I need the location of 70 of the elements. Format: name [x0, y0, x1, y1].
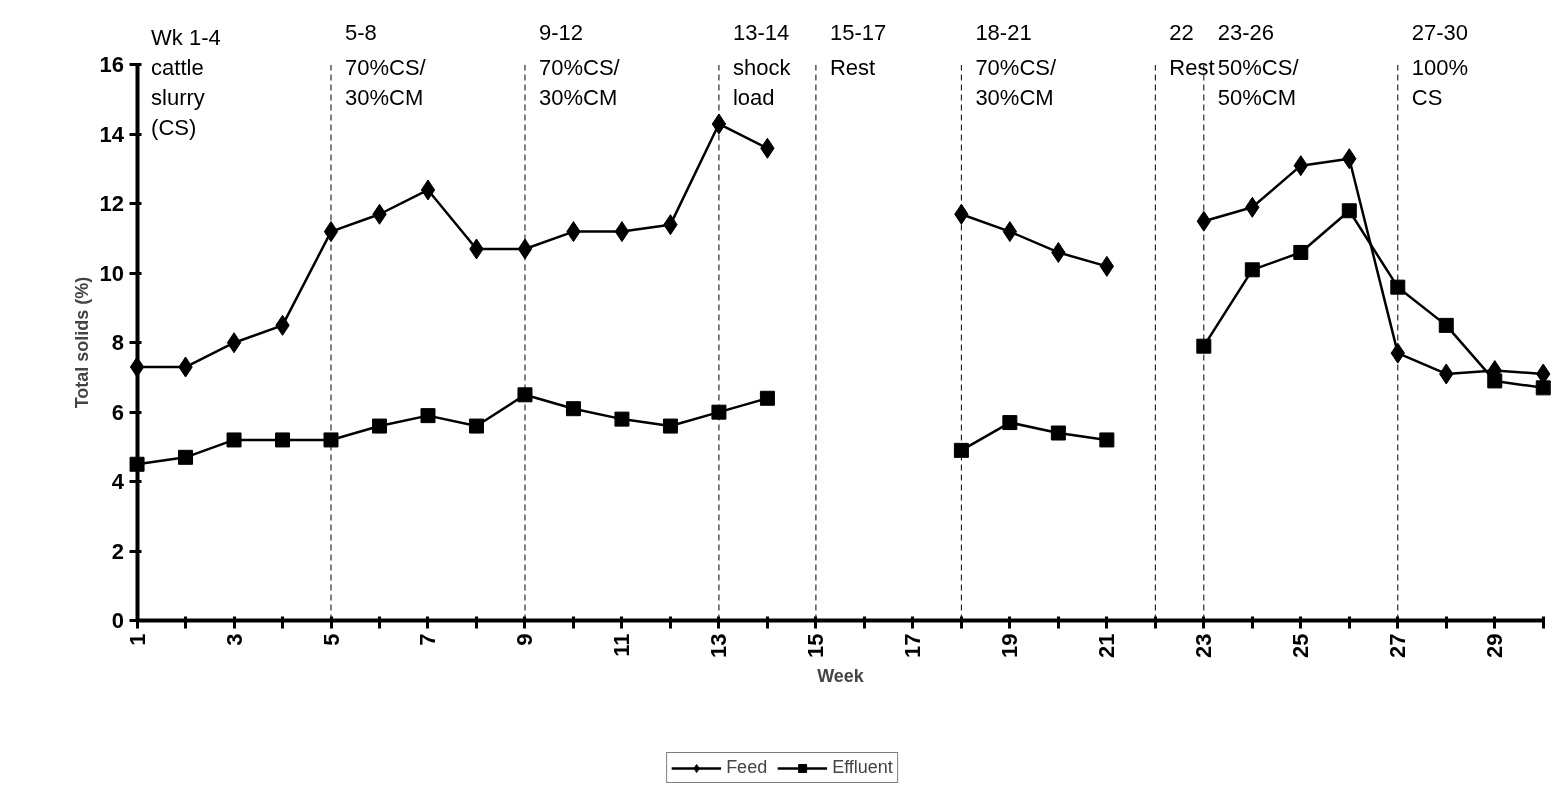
annotation: 18-21 70%CS/ 30%CM — [975, 19, 1057, 110]
point — [468, 418, 484, 434]
x-tick-label: 15 — [803, 633, 829, 658]
y-tick-label: 4 — [111, 469, 125, 495]
point — [1535, 380, 1551, 396]
x-axis-title: Week — [817, 665, 865, 686]
x-tick-label: 23 — [1191, 633, 1217, 658]
x-tick-label: 27 — [1385, 633, 1411, 658]
annotation: 27-30 100% CS — [1411, 19, 1469, 110]
point — [711, 113, 727, 135]
point — [1487, 373, 1503, 389]
y-tick-label: 10 — [99, 260, 125, 286]
legend-label: Feed — [726, 757, 768, 778]
point — [1293, 244, 1309, 260]
y-tick-label: 2 — [111, 538, 125, 564]
x-tick-label: 7 — [415, 633, 441, 646]
x-tick-label: 21 — [1094, 633, 1120, 658]
x-tick-label: 29 — [1482, 633, 1508, 658]
point — [614, 221, 630, 243]
y-tick-label: 16 — [99, 52, 125, 78]
point — [953, 442, 969, 458]
x-tick-label: 13 — [706, 633, 732, 658]
x-tick-label: 25 — [1288, 633, 1314, 658]
annotation: 22 Rest — [1169, 19, 1215, 80]
point — [372, 418, 387, 434]
point — [275, 432, 291, 448]
point — [1099, 255, 1115, 277]
legend-label: Effluent — [832, 757, 893, 778]
x-tick-label: 9 — [512, 633, 538, 646]
point — [614, 411, 630, 427]
point — [1390, 279, 1406, 295]
point — [1341, 203, 1357, 219]
y-tick-label: 8 — [111, 330, 125, 356]
point — [711, 404, 727, 420]
annotation: Wk 1-4 cattle slurry (CS) — [151, 24, 221, 140]
point — [1002, 415, 1018, 431]
y-tick-label: 0 — [111, 608, 125, 633]
point — [759, 390, 775, 406]
y-axis-title: Total solids (%) — [72, 276, 93, 409]
annotation: 15-17 Rest — [829, 19, 887, 80]
point — [420, 408, 436, 424]
x-tick-label: 5 — [318, 633, 344, 646]
point — [226, 432, 242, 448]
x-tick-label: 19 — [997, 633, 1023, 658]
point — [662, 418, 678, 434]
point — [1002, 221, 1018, 243]
point — [1244, 262, 1260, 278]
y-tick-label: 12 — [99, 191, 125, 217]
point — [178, 449, 194, 465]
point — [517, 238, 533, 260]
point — [1438, 317, 1454, 333]
point — [565, 401, 581, 417]
annotation: 23-26 50%CS/ 50%CM — [1217, 19, 1300, 110]
point — [226, 332, 242, 354]
point — [1099, 432, 1115, 448]
point — [323, 432, 339, 448]
point — [1196, 338, 1212, 354]
point — [1050, 425, 1066, 441]
x-tick-label: 3 — [221, 633, 247, 646]
y-tick-label: 6 — [111, 399, 125, 425]
point — [517, 387, 533, 403]
point — [420, 179, 436, 201]
x-tick-label: 1 — [124, 633, 150, 646]
point — [323, 221, 339, 243]
annotation: 5-8 70%CS/ 30%CM — [345, 19, 427, 110]
x-tick-label: 17 — [900, 633, 926, 658]
annotation: 13-14 shock load — [732, 19, 792, 110]
x-tick-label: 11 — [609, 633, 635, 657]
annotation: 9-12 70%CS/ 30%CM — [538, 19, 621, 110]
y-tick-label: 14 — [99, 121, 125, 147]
